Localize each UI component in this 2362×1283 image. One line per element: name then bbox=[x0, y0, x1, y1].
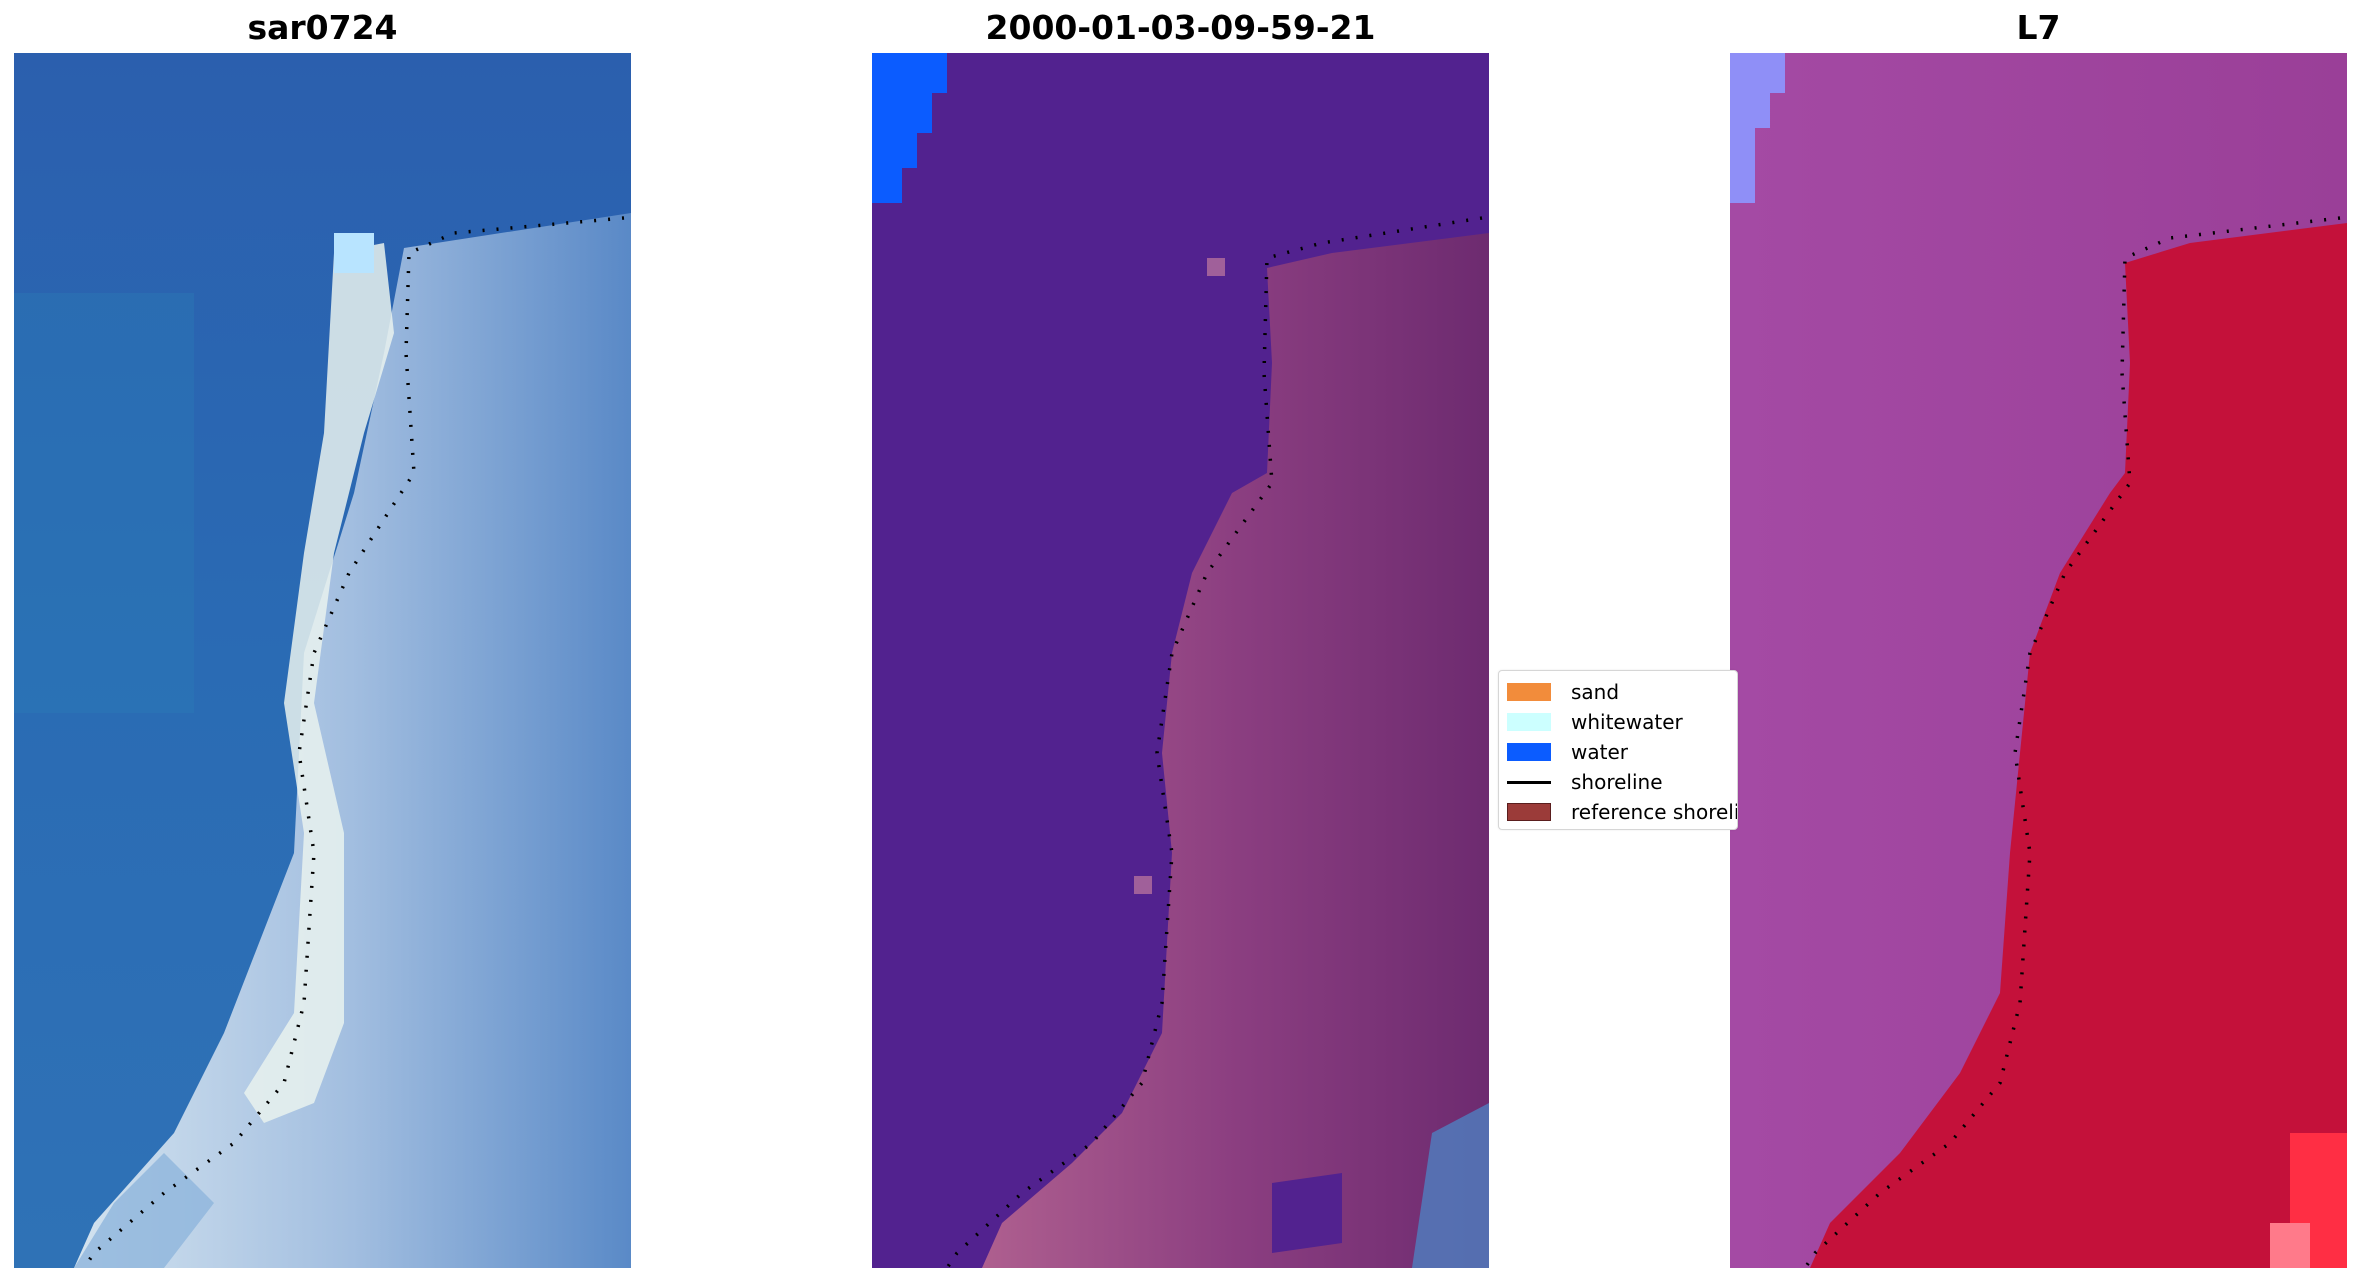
legend-label: shoreline bbox=[1571, 770, 1663, 794]
l7-blue-corner bbox=[1730, 53, 1785, 203]
classified-land-shape bbox=[982, 233, 1489, 1268]
rgb-island-shape bbox=[74, 213, 631, 1268]
legend-swatch-shoreline bbox=[1507, 781, 1551, 784]
shoreline-line bbox=[82, 216, 625, 1268]
legend-swatch-sand bbox=[1507, 683, 1551, 701]
classified-water-corner bbox=[872, 53, 947, 203]
legend-entry-whitewater: whitewater bbox=[1507, 707, 1747, 737]
legend-swatch-whitewater bbox=[1507, 713, 1551, 731]
legend-entry-water: water bbox=[1507, 737, 1747, 767]
legend-label: whitewater bbox=[1571, 710, 1683, 734]
legend-label: reference shoreline bbox=[1571, 800, 1737, 824]
legend-swatch-water bbox=[1507, 743, 1551, 761]
legend-entry-sand: sand bbox=[1507, 677, 1747, 707]
legend-entry-shoreline: shoreline bbox=[1507, 767, 1747, 797]
rgb-image-panel bbox=[14, 53, 631, 1268]
shoreline-line bbox=[945, 216, 1483, 1268]
legend-label: water bbox=[1571, 740, 1628, 764]
legend-swatch-reference-shoreline bbox=[1507, 803, 1551, 821]
l7-land-shape bbox=[1810, 223, 2347, 1268]
panel-title-classification: 2000-01-03-09-59-21 bbox=[985, 8, 1376, 47]
panel-title-rgb: sar0724 bbox=[247, 8, 398, 47]
classification-image-panel bbox=[872, 53, 1489, 1268]
legend-entry-reference-shoreline: reference shoreline bbox=[1507, 797, 1737, 827]
l7-index-panel bbox=[1730, 53, 2347, 1268]
legend: sand whitewater water shoreline referenc… bbox=[1498, 670, 1738, 830]
legend-label: sand bbox=[1571, 680, 1620, 704]
panel-title-l7: L7 bbox=[2016, 8, 2061, 47]
